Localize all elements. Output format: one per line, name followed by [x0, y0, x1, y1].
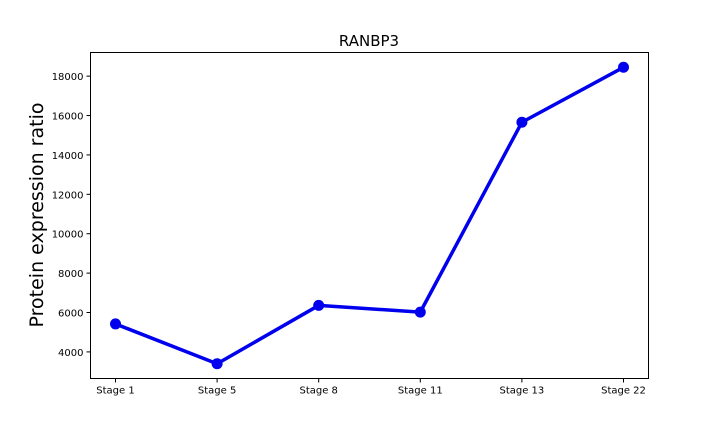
y-tick-label: 8000 — [58, 269, 83, 280]
x-axis-ticks: Stage 1 Stage 5 Stage 8 Stage 11 Stage 13 Sta… — [96, 378, 646, 397]
series-line — [113, 65, 626, 366]
y-axis-ticks: 4000 6000 8000 10000 12000 14000 16000 18000 — [52, 72, 91, 359]
x-tick-label: Stage 8 — [299, 386, 337, 397]
y-tick-label: 4000 — [58, 348, 83, 359]
y-tick-label: 18000 — [52, 72, 84, 83]
x-tick-label: Stage 13 — [499, 386, 544, 397]
series-layer — [110, 61, 629, 370]
chart-title: RANBP3 — [339, 32, 399, 50]
y-tick-label: 6000 — [58, 309, 83, 320]
y-tick-label: 12000 — [52, 190, 84, 201]
data-point — [516, 116, 528, 128]
data-point — [211, 358, 223, 370]
plot-area-frame — [90, 52, 649, 379]
data-point — [414, 306, 426, 318]
x-tick-label: Stage 11 — [398, 386, 443, 397]
x-tick-label: Stage 1 — [96, 386, 134, 397]
y-axis-label: Protein expression ratio — [26, 103, 48, 328]
x-tick-label: Stage 5 — [198, 386, 236, 397]
x-tick-label: Stage 22 — [601, 386, 646, 397]
y-tick-label: 16000 — [52, 112, 84, 123]
data-point — [618, 61, 629, 73]
y-tick-label: 14000 — [52, 151, 84, 162]
data-point — [313, 299, 325, 311]
y-tick-label: 10000 — [52, 230, 84, 241]
data-point — [110, 318, 121, 330]
